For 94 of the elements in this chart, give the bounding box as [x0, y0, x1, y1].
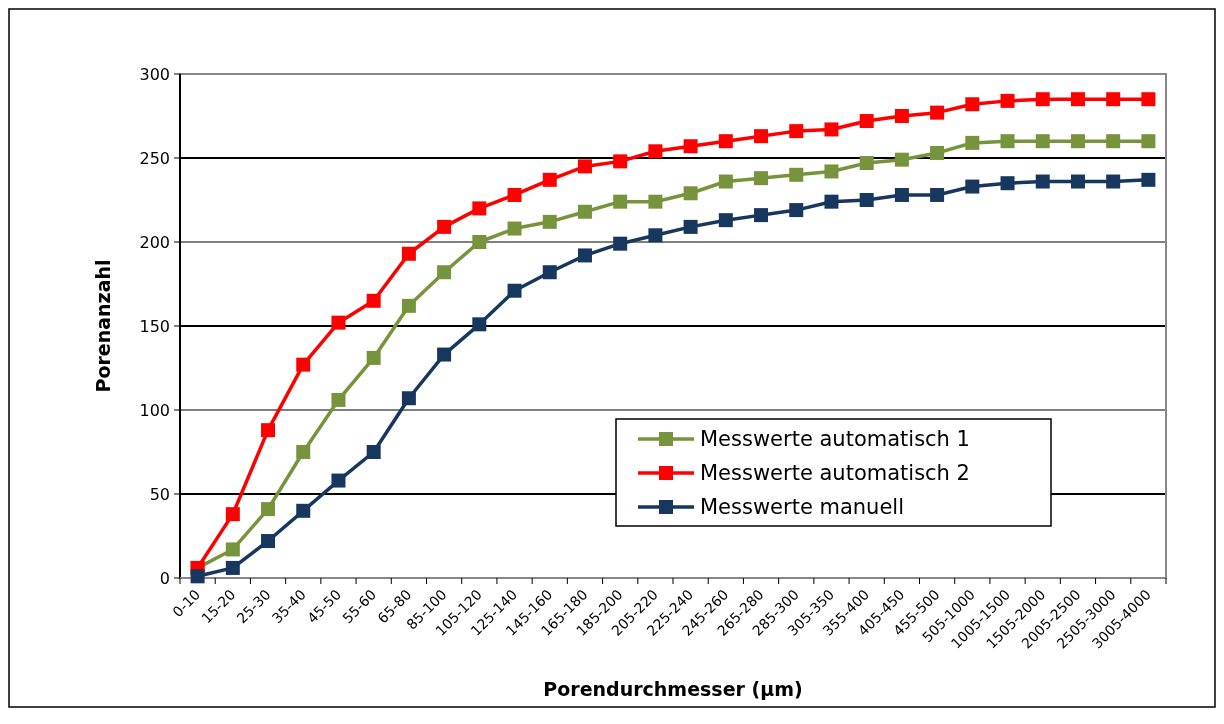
point — [261, 502, 276, 517]
point — [577, 204, 592, 219]
point — [472, 201, 487, 216]
point — [1106, 174, 1121, 189]
point — [930, 145, 945, 160]
point — [789, 203, 804, 218]
point — [754, 129, 769, 144]
point — [824, 164, 839, 179]
point — [1141, 172, 1156, 187]
point — [683, 186, 698, 201]
point — [859, 114, 874, 129]
point — [190, 569, 205, 584]
point — [1070, 174, 1085, 189]
point — [824, 194, 839, 209]
point — [331, 473, 346, 488]
point — [613, 236, 628, 251]
y-tick-label: 200 — [139, 232, 170, 252]
point — [366, 445, 381, 459]
point — [507, 283, 522, 298]
point — [401, 246, 416, 261]
point — [1000, 134, 1015, 149]
point — [1000, 176, 1015, 191]
point — [859, 156, 874, 171]
point — [401, 298, 416, 313]
y-tick-label: 250 — [139, 148, 170, 168]
y-tick-label: 300 — [139, 64, 170, 84]
point — [331, 315, 346, 330]
y-tick-label: 50 — [149, 484, 170, 504]
point — [789, 167, 804, 182]
point — [1070, 134, 1085, 149]
point — [401, 391, 416, 406]
legend-label: Messwerte manuell — [700, 495, 905, 520]
point — [1106, 92, 1121, 107]
point — [648, 228, 663, 243]
point — [824, 122, 839, 137]
point — [437, 265, 452, 280]
point — [683, 219, 698, 234]
point — [965, 135, 980, 150]
point — [507, 187, 522, 202]
point — [366, 350, 381, 365]
point — [472, 317, 487, 332]
point — [507, 221, 522, 236]
point — [718, 134, 733, 149]
point — [648, 194, 663, 209]
y-tick-label: 100 — [139, 400, 170, 420]
y-tick-label: 150 — [139, 316, 170, 336]
point — [1000, 93, 1015, 108]
point — [296, 357, 311, 372]
point — [718, 213, 733, 228]
point — [225, 542, 240, 557]
point — [296, 445, 311, 459]
legend-label: Messwerte automatisch 2 — [700, 461, 970, 486]
point — [613, 194, 628, 209]
point — [930, 187, 945, 202]
point — [296, 503, 311, 518]
point — [261, 423, 276, 438]
point — [683, 139, 698, 154]
point — [789, 124, 804, 139]
point — [859, 193, 874, 207]
legend-label: Messwerte automatisch 1 — [700, 427, 970, 452]
point — [754, 171, 769, 186]
point — [225, 560, 240, 575]
point — [1035, 134, 1050, 149]
point — [577, 159, 592, 174]
point — [331, 392, 346, 407]
point — [965, 179, 980, 194]
point — [965, 97, 980, 112]
point — [718, 174, 733, 189]
point — [437, 219, 452, 234]
point — [613, 154, 628, 169]
point — [1141, 92, 1156, 107]
point — [1035, 92, 1050, 107]
x-axis-title: Porendurchmesser (µm) — [543, 678, 803, 700]
point — [1070, 92, 1085, 107]
point — [1141, 134, 1156, 149]
point — [894, 109, 909, 123]
point — [1106, 134, 1121, 149]
point — [437, 347, 452, 362]
point — [754, 208, 769, 223]
point — [472, 235, 487, 249]
point — [577, 248, 592, 263]
y-axis-title: Porenanzahl — [92, 259, 114, 393]
point — [930, 105, 945, 120]
point — [1035, 174, 1050, 189]
point — [542, 172, 557, 187]
point — [648, 144, 663, 159]
point — [894, 152, 909, 167]
y-tick-label: 0 — [159, 568, 170, 588]
point — [894, 187, 909, 202]
point — [261, 534, 276, 549]
point — [225, 507, 240, 522]
point — [542, 265, 557, 280]
point — [366, 293, 381, 308]
point — [542, 214, 557, 229]
